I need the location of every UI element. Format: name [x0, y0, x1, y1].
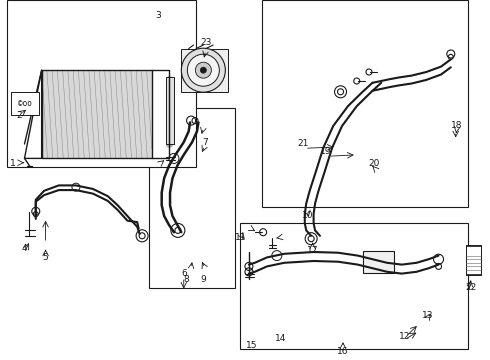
Bar [166, 77, 174, 144]
Text: 17: 17 [307, 246, 318, 255]
Text: 8: 8 [184, 274, 190, 284]
Bar [181, 49, 228, 92]
Text: 18: 18 [451, 122, 463, 130]
Bar [11, 92, 39, 115]
Text: ©oo: ©oo [18, 99, 32, 108]
Text: 11: 11 [235, 233, 246, 242]
Circle shape [181, 48, 225, 92]
Polygon shape [42, 70, 152, 158]
Text: 1: 1 [10, 159, 16, 168]
Circle shape [196, 62, 211, 78]
Text: 19: 19 [319, 147, 331, 156]
Text: 10: 10 [302, 211, 314, 220]
Bar [262, 0, 468, 207]
Text: 4: 4 [22, 244, 27, 253]
Text: 20: 20 [368, 159, 380, 168]
Text: 23: 23 [200, 38, 212, 47]
Text: 13: 13 [422, 310, 434, 320]
Text: 9: 9 [200, 274, 206, 284]
Text: 14: 14 [274, 334, 286, 343]
Text: 22: 22 [466, 284, 477, 292]
Text: 21: 21 [297, 139, 309, 148]
Text: 2: 2 [17, 111, 23, 120]
Circle shape [187, 54, 220, 86]
Bar [7, 0, 196, 167]
Text: 16: 16 [337, 346, 349, 356]
Bar [363, 251, 394, 273]
Text: 15: 15 [245, 341, 257, 350]
Bar [149, 108, 235, 288]
Text: 6: 6 [181, 269, 187, 278]
Bar [466, 245, 481, 275]
Text: 7: 7 [202, 138, 208, 147]
Bar [240, 223, 468, 349]
Text: 5: 5 [43, 253, 49, 262]
Text: 12: 12 [399, 332, 411, 341]
Text: 3: 3 [155, 10, 161, 19]
Circle shape [200, 67, 206, 73]
